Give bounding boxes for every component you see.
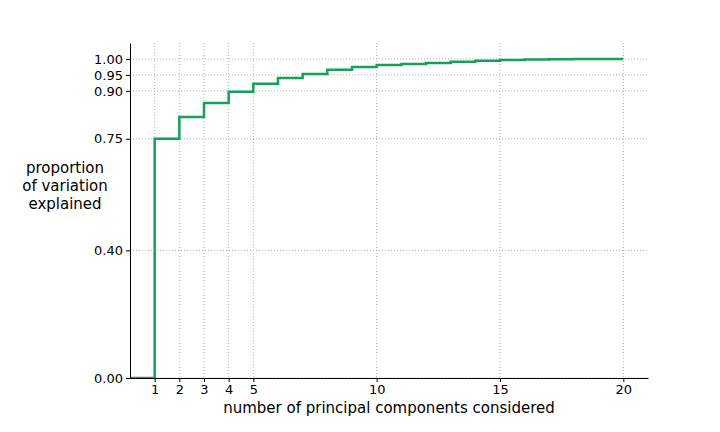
tick: 5: [250, 378, 258, 397]
grid-line: [376, 43, 377, 378]
tick-mark: [126, 378, 130, 379]
tick-label: 10: [369, 382, 386, 397]
tick-label: 0.40: [94, 243, 123, 258]
tick-mark: [126, 75, 130, 76]
tick-label: 4: [225, 382, 233, 397]
tick: 0.75: [94, 131, 130, 146]
grid-line: [623, 43, 624, 378]
grid-line: [253, 43, 254, 378]
tick: 0.00: [94, 371, 130, 386]
tick-label: 0.90: [94, 84, 123, 99]
tick: 15: [492, 378, 509, 397]
grid-line: [179, 43, 180, 378]
tick: 3: [200, 378, 208, 397]
tick-label: 3: [200, 382, 208, 397]
tick-mark: [126, 250, 130, 251]
grid-line: [130, 378, 648, 379]
y-axis-title: proportionof variationexplained: [22, 159, 108, 213]
tick-mark: [126, 139, 130, 140]
step-line: [130, 59, 623, 378]
axis-line: [131, 378, 649, 379]
tick-mark: [126, 91, 130, 92]
tick: 4: [225, 378, 233, 397]
grid-line: [130, 250, 648, 251]
grid-line: [130, 138, 648, 139]
tick: 0.90: [94, 84, 130, 99]
tick: 20: [616, 378, 633, 397]
tick-label: 15: [492, 382, 509, 397]
grid-line: [130, 74, 648, 75]
tick-label: 5: [250, 382, 258, 397]
tick: 1: [151, 378, 159, 397]
tick: 10: [369, 378, 386, 397]
y-axis: 0.00 0.40 0.75 0.900.951.00: [94, 44, 130, 386]
grid: [130, 43, 648, 378]
tick-label: 1: [151, 382, 159, 397]
tick: 2: [176, 378, 184, 397]
tick-label: 0.75: [94, 131, 123, 146]
chart: 1 2 3 4 5 10 15 20 0.00 0.40 0.75 0.900.951.00 numbe…: [0, 0, 720, 432]
plot-area: [130, 59, 623, 378]
grid-line: [130, 90, 648, 91]
tick-label: 1.00: [94, 52, 123, 67]
grid-line: [204, 43, 205, 378]
tick-label: 0.95: [94, 68, 123, 83]
tick-mark: [126, 59, 130, 60]
tick: 0.40: [94, 243, 130, 258]
tick-label: 2: [176, 382, 184, 397]
tick: 0.95: [94, 68, 130, 83]
grid-line: [500, 43, 501, 378]
x-axis: 1 2 3 4 5 10 15 20: [131, 378, 649, 397]
x-axis-title: number of principal components considere…: [223, 399, 555, 417]
tick: 1.00: [94, 52, 130, 67]
tick-label: 0.00: [94, 371, 123, 386]
tick-label: 20: [616, 382, 633, 397]
axis-line: [130, 44, 131, 379]
